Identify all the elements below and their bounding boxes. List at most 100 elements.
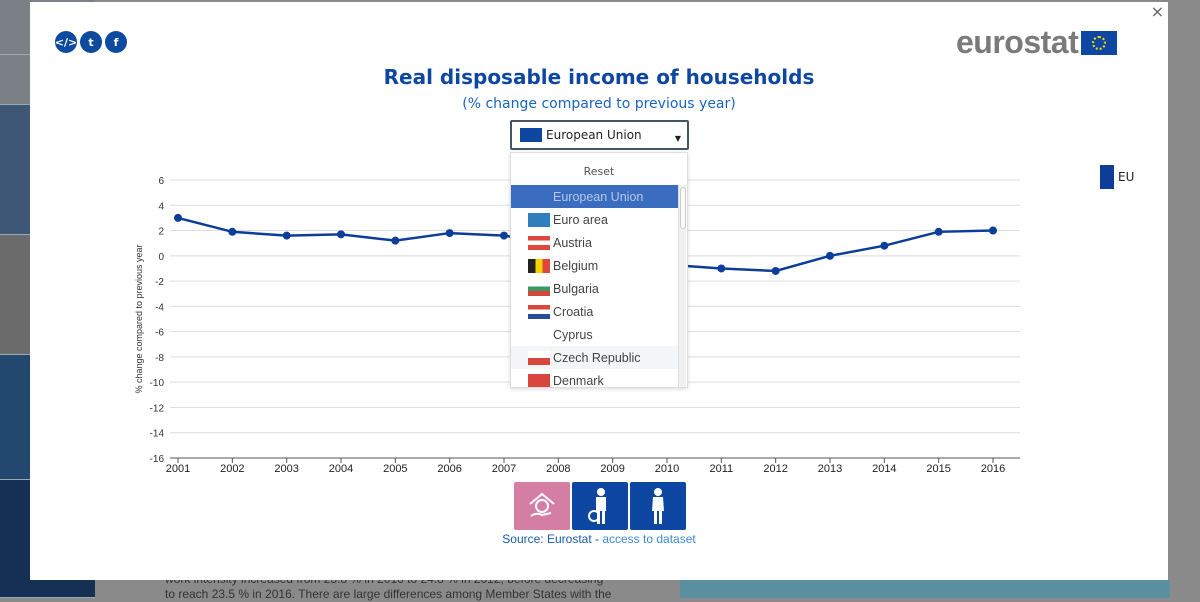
option-label: Czech Republic (553, 350, 641, 365)
eu-flag-icon (1081, 30, 1118, 55)
chart-subtitle: (% change compared to previous year) (462, 96, 736, 112)
option-label: Denmark (553, 373, 604, 388)
data-point (989, 226, 997, 235)
flag-icon (528, 235, 550, 250)
x-tick-label: 2004 (329, 463, 353, 475)
x-tick-label: 2002 (220, 463, 244, 475)
y-tick-label: -8 (155, 353, 164, 364)
income-house-button[interactable] (514, 482, 570, 530)
data-point (391, 236, 400, 245)
y-tick-label: -6 (155, 328, 164, 339)
data-point (880, 241, 889, 250)
x-tick-label: 2007 (492, 463, 516, 475)
flag-icon (528, 212, 550, 227)
eu-flag-icon (520, 128, 542, 142)
option-label: Euro area (553, 212, 608, 227)
eurostat-logo: eurostat (956, 24, 1118, 61)
dropdown-option[interactable]: Austria (511, 231, 678, 254)
reset-button[interactable]: Reset (583, 165, 615, 178)
country-dropdown: Reset European Union Euro area Austria Belg… (510, 152, 688, 388)
flag-icon (528, 189, 550, 204)
flag-icon (528, 281, 550, 296)
x-tick-label: 2010 (655, 463, 679, 475)
x-tick-label: 2011 (710, 463, 734, 475)
man-income-button[interactable] (572, 482, 628, 530)
y-tick-label: -10 (150, 378, 165, 389)
person-icon (652, 488, 664, 524)
chart-title: Real disposable income of households (383, 65, 815, 89)
data-point (771, 266, 780, 275)
dropdown-option[interactable]: European Union (511, 185, 678, 208)
data-point (337, 230, 345, 239)
flag-icon (528, 327, 550, 342)
dropdown-option[interactable]: Denmark (511, 369, 678, 388)
data-point (826, 251, 834, 260)
indicator-buttons (514, 482, 686, 530)
x-tick-label: 2013 (818, 463, 842, 475)
data-point (500, 231, 508, 240)
embed-icon[interactable]: </> (55, 31, 77, 53)
data-point (934, 227, 943, 236)
source-line: Source: Eurostat - access to dataset (30, 532, 1168, 546)
x-tick-label: 2001 (166, 463, 190, 475)
x-tick-label: 2014 (872, 463, 896, 475)
y-tick-label: -12 (150, 403, 165, 414)
twitter-icon[interactable]: t (80, 31, 102, 53)
legend[interactable]: EU (1100, 165, 1134, 189)
data-point (228, 227, 237, 236)
x-tick-label: 2009 (600, 463, 624, 475)
flag-icon (528, 304, 550, 319)
scrollbar-thumb[interactable] (680, 187, 686, 229)
dropdown-option[interactable]: Czech Republic (511, 346, 678, 369)
y-axis-label: % change compared to previous year (134, 244, 144, 393)
y-tick-label: 6 (158, 176, 164, 187)
dropdown-option[interactable]: Euro area (511, 208, 678, 231)
data-point (174, 213, 182, 222)
dropdown-option[interactable]: Cyprus (511, 323, 678, 346)
country-select[interactable]: European Union ▼ (510, 120, 689, 150)
y-tick-label: 2 (158, 227, 164, 238)
x-tick-label: 2003 (274, 463, 298, 475)
y-tick-label: -2 (155, 277, 164, 288)
data-point (717, 264, 726, 273)
facebook-icon[interactable]: f (105, 31, 127, 53)
data-point (445, 229, 454, 238)
y-tick-label: -14 (150, 429, 165, 440)
data-point (282, 231, 291, 240)
woman-button[interactable] (630, 482, 686, 530)
x-tick-label: 2016 (981, 463, 1005, 475)
x-tick-label: 2012 (763, 463, 787, 475)
man-coin-icon (588, 488, 606, 524)
house-hand-coin-icon (529, 492, 555, 517)
option-label: Belgium (553, 258, 599, 273)
x-tick-label: 2006 (437, 463, 461, 475)
chevron-down-icon: ▼ (674, 134, 681, 143)
legend-label: EU (1118, 170, 1135, 184)
dataset-link[interactable]: access to dataset (602, 532, 696, 546)
scrollbar[interactable] (678, 185, 686, 387)
y-tick-label: 0 (158, 252, 164, 263)
x-tick-label: 2008 (546, 463, 570, 475)
y-tick-label: 4 (158, 201, 164, 212)
dropdown-option[interactable]: Belgium (511, 254, 678, 277)
option-label: Bulgaria (553, 281, 599, 296)
dropdown-option[interactable]: Croatia (511, 300, 678, 323)
flag-icon (528, 373, 550, 387)
option-label: Austria (553, 235, 592, 250)
option-label: Cyprus (553, 327, 593, 342)
source-label: Source: Eurostat - (502, 532, 603, 546)
option-label: European Union (553, 189, 644, 204)
x-tick-label: 2015 (926, 463, 950, 475)
flag-icon (528, 258, 550, 273)
flag-icon (528, 350, 550, 365)
share-buttons: </> t f (55, 31, 127, 53)
chart-modal: × </> t f eurostat Real disposable incom… (30, 2, 1168, 580)
y-tick-label: -16 (150, 454, 165, 465)
option-label: Croatia (553, 304, 594, 319)
background-panel (680, 580, 1170, 598)
close-button[interactable]: × (1150, 2, 1164, 21)
x-tick-label: 2005 (383, 463, 407, 475)
legend-swatch (1100, 165, 1114, 189)
dropdown-option[interactable]: Bulgaria (511, 277, 678, 300)
select-value: European Union (546, 128, 642, 142)
